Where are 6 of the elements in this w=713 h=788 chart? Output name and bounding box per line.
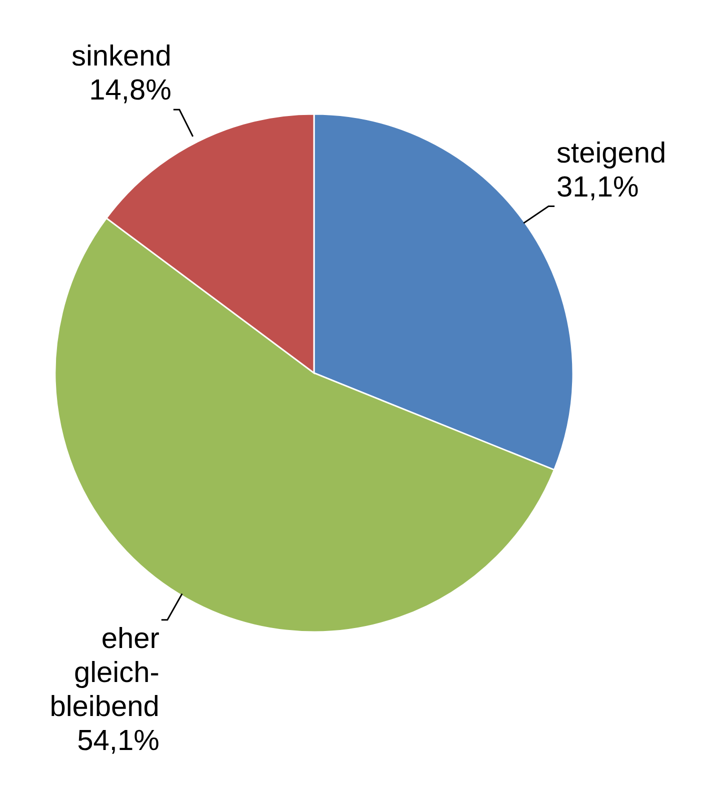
slice-label: eher gleich-bleibend bbox=[50, 622, 160, 723]
slice-label: sinkend bbox=[71, 40, 172, 73]
data-label: 31,1% bbox=[556, 171, 639, 204]
data-label: 14,8% bbox=[89, 74, 172, 107]
data-label: 54,1% bbox=[77, 724, 160, 757]
slice-label: steigend bbox=[556, 137, 666, 170]
